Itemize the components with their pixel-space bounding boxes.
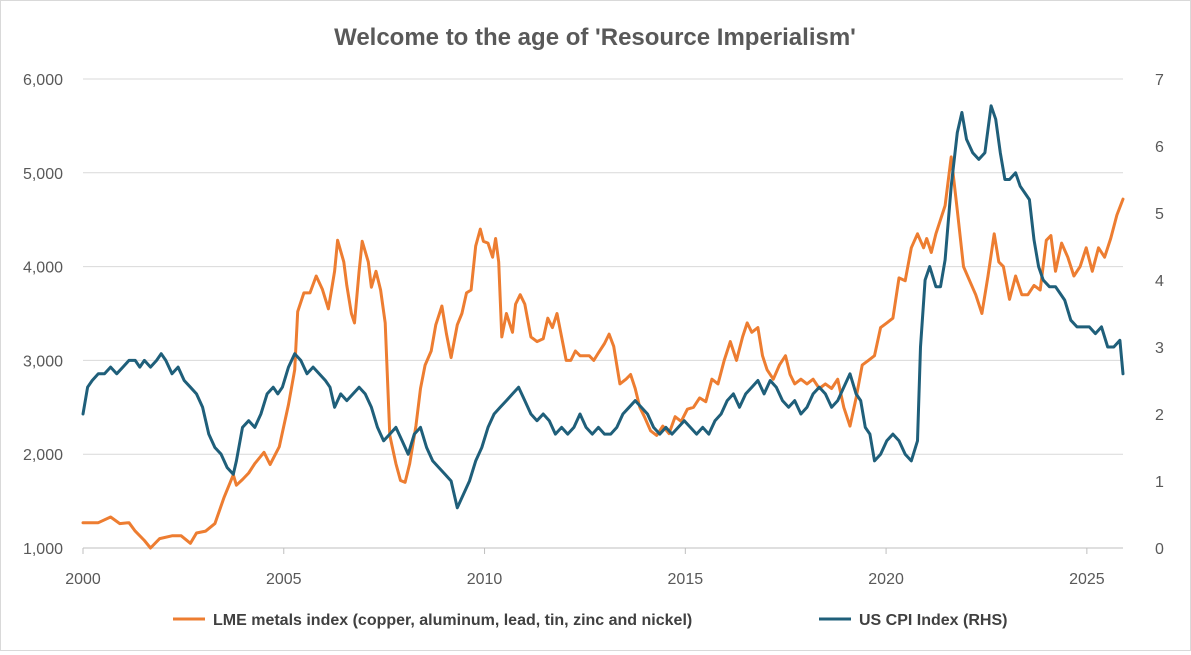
x-axis: 2000 2005 2010 2015 2020 2025 xyxy=(65,548,1105,588)
x-tick-label: 2000 xyxy=(65,571,101,588)
x-tick-label: 2015 xyxy=(668,571,704,588)
x-tick-label: 2025 xyxy=(1069,571,1105,588)
y-left-tick-label: 4,000 xyxy=(23,260,63,277)
y-left-tick-label: 2,000 xyxy=(23,447,63,464)
grid-lines xyxy=(83,78,1123,549)
y-right-tick-label: 7 xyxy=(1155,72,1164,89)
x-tick-label: 2020 xyxy=(868,571,904,588)
x-tick-label: 2010 xyxy=(467,571,503,588)
y-right-tick-label: 2 xyxy=(1155,407,1164,424)
y-left-axis: 1,000 2,000 3,000 4,000 5,000 6,000 xyxy=(23,72,63,558)
legend: LME metals index (copper, aluminum, lead… xyxy=(173,612,1007,629)
series-line-lme xyxy=(81,155,1125,550)
y-right-tick-label: 5 xyxy=(1155,206,1164,223)
y-right-tick-label: 4 xyxy=(1155,273,1164,290)
legend-label-lme: LME metals index (copper, aluminum, lead… xyxy=(213,612,692,629)
y-left-tick-label: 6,000 xyxy=(23,72,63,89)
y-right-tick-label: 0 xyxy=(1155,541,1164,558)
series-line-cpi xyxy=(81,104,1125,510)
y-right-tick-label: 3 xyxy=(1155,340,1164,357)
x-tick-label: 2005 xyxy=(266,571,302,588)
y-left-tick-label: 5,000 xyxy=(23,166,63,183)
y-left-tick-label: 3,000 xyxy=(23,353,63,370)
y-right-tick-label: 6 xyxy=(1155,139,1164,156)
legend-label-cpi: US CPI Index (RHS) xyxy=(859,612,1007,629)
y-right-axis: 0 1 2 3 4 5 6 7 xyxy=(1155,72,1164,558)
series-lines xyxy=(81,104,1125,550)
y-left-tick-label: 1,000 xyxy=(23,541,63,558)
y-right-tick-label: 1 xyxy=(1155,474,1164,491)
chart-title: Welcome to the age of 'Resource Imperial… xyxy=(334,24,856,51)
